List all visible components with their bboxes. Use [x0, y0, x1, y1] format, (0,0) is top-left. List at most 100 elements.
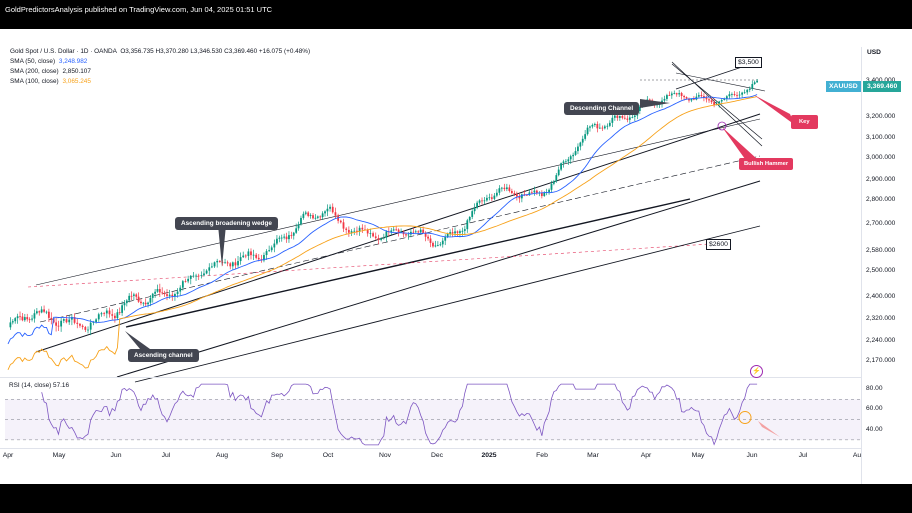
candle-body: [70, 317, 73, 320]
candle-body: [239, 257, 242, 262]
candle-body: [518, 196, 521, 199]
candle-body: [250, 251, 252, 256]
chart-panel[interactable]: Gold Spot / U.S. Dollar · 1D · OANDA O3,…: [0, 29, 912, 484]
candle-body: [577, 146, 579, 152]
candle-body: [591, 124, 594, 127]
candle-body: [285, 236, 288, 240]
candle-body: [451, 232, 454, 234]
candle-body: [203, 273, 205, 276]
candle-body: [35, 311, 38, 314]
candle-body: [598, 127, 601, 129]
candle-body: [278, 237, 281, 239]
candle-body: [252, 254, 255, 256]
pane-separator[interactable]: [0, 377, 861, 378]
tradingview-logo[interactable]: ▲▌ TradingView: [6, 470, 69, 479]
month-label: Jul: [798, 452, 808, 459]
candle-body: [123, 303, 126, 306]
candle-body: [192, 275, 195, 277]
candle-body: [736, 94, 738, 96]
candle-body: [565, 161, 567, 163]
candle-body: [476, 202, 479, 208]
candle-body: [366, 229, 369, 234]
candle-body: [38, 311, 41, 313]
candle-body: [685, 97, 688, 99]
candle-body: [309, 215, 312, 216]
candle-body: [515, 193, 518, 197]
candle-body: [746, 89, 749, 93]
candle-body: [419, 229, 422, 233]
candle-body: [535, 190, 538, 194]
candle-body: [171, 294, 174, 297]
candle-body: [321, 213, 324, 218]
candle-body: [79, 323, 81, 326]
tradingview-icon: ▲▌: [6, 470, 20, 479]
price-tick: 2,580.000: [866, 247, 896, 254]
candle-body: [292, 232, 295, 236]
candle-body: [753, 82, 756, 85]
price-axis[interactable]: USD: [861, 47, 912, 484]
candle-body: [372, 233, 374, 237]
candle-body: [429, 238, 432, 243]
level-3500-label: $3,500: [735, 57, 762, 68]
sma100-label: SMA (100, close): [10, 78, 59, 85]
candle-body: [439, 244, 442, 246]
candle-body: [611, 117, 614, 123]
candle-body: [57, 325, 60, 327]
candle-body: [673, 93, 676, 94]
hammer-marker: [717, 121, 727, 131]
hammer-pointer: [722, 127, 757, 159]
wedge-pointer: [218, 225, 226, 267]
key-label: Key: [791, 115, 818, 129]
candle-body: [432, 242, 434, 247]
lightning-icon[interactable]: ⚡: [750, 365, 763, 378]
rsi-highlight-circle: [738, 411, 752, 425]
candle-body: [14, 318, 17, 322]
candle-body: [441, 240, 444, 245]
legend-sma200: SMA (200, close) 2,850.107: [10, 68, 91, 75]
candle-body: [606, 125, 609, 127]
candle-body: [95, 319, 97, 323]
ascending-broadening-wedge-label: Ascending broadening wedge: [175, 217, 278, 230]
price-tick: 3,000.000: [866, 154, 896, 161]
candle-body: [478, 200, 481, 203]
sma50-label: SMA (50, close): [10, 58, 56, 65]
month-label: 2025: [481, 452, 497, 459]
legend-sma100: SMA (100, close) 3,065.245: [10, 78, 91, 85]
candle-body: [9, 322, 12, 328]
key-pointer: [754, 95, 795, 125]
candle-body: [168, 294, 171, 296]
candle-body: [618, 116, 621, 118]
rsi-tick: 80.00: [866, 385, 883, 393]
month-label: Jun: [746, 452, 758, 459]
month-label: May: [52, 452, 66, 459]
candle-body: [339, 220, 342, 223]
candle-body: [705, 97, 708, 100]
candle-body: [503, 187, 506, 190]
candle-body: [738, 94, 741, 96]
month-label: Au: [852, 452, 862, 459]
candle-body: [21, 316, 24, 321]
candle-body: [184, 281, 187, 282]
month-label: Sep: [270, 452, 284, 459]
candle-body: [156, 289, 159, 292]
candle-body: [520, 194, 523, 199]
level-2600-label: $2600: [706, 239, 731, 250]
candle-body: [675, 93, 678, 95]
candle-body: [731, 94, 733, 95]
candle-body: [23, 317, 26, 321]
price-tick: 2,700.000: [866, 220, 896, 227]
candle-body: [688, 98, 690, 101]
price-plot[interactable]: [0, 29, 861, 484]
candle-body: [273, 243, 276, 248]
legend-title: Gold Spot / U.S. Dollar · 1D · OANDA O3,…: [10, 48, 310, 55]
candle-body: [97, 314, 100, 320]
candle-body: [525, 194, 528, 196]
channel-pointer: [125, 331, 150, 349]
candle-body: [47, 311, 50, 318]
candle-body: [703, 96, 705, 98]
candle-body: [756, 80, 758, 83]
candle-body: [543, 192, 546, 197]
candle-body: [105, 310, 108, 314]
candle-body: [663, 98, 666, 101]
candle-body: [560, 163, 563, 170]
